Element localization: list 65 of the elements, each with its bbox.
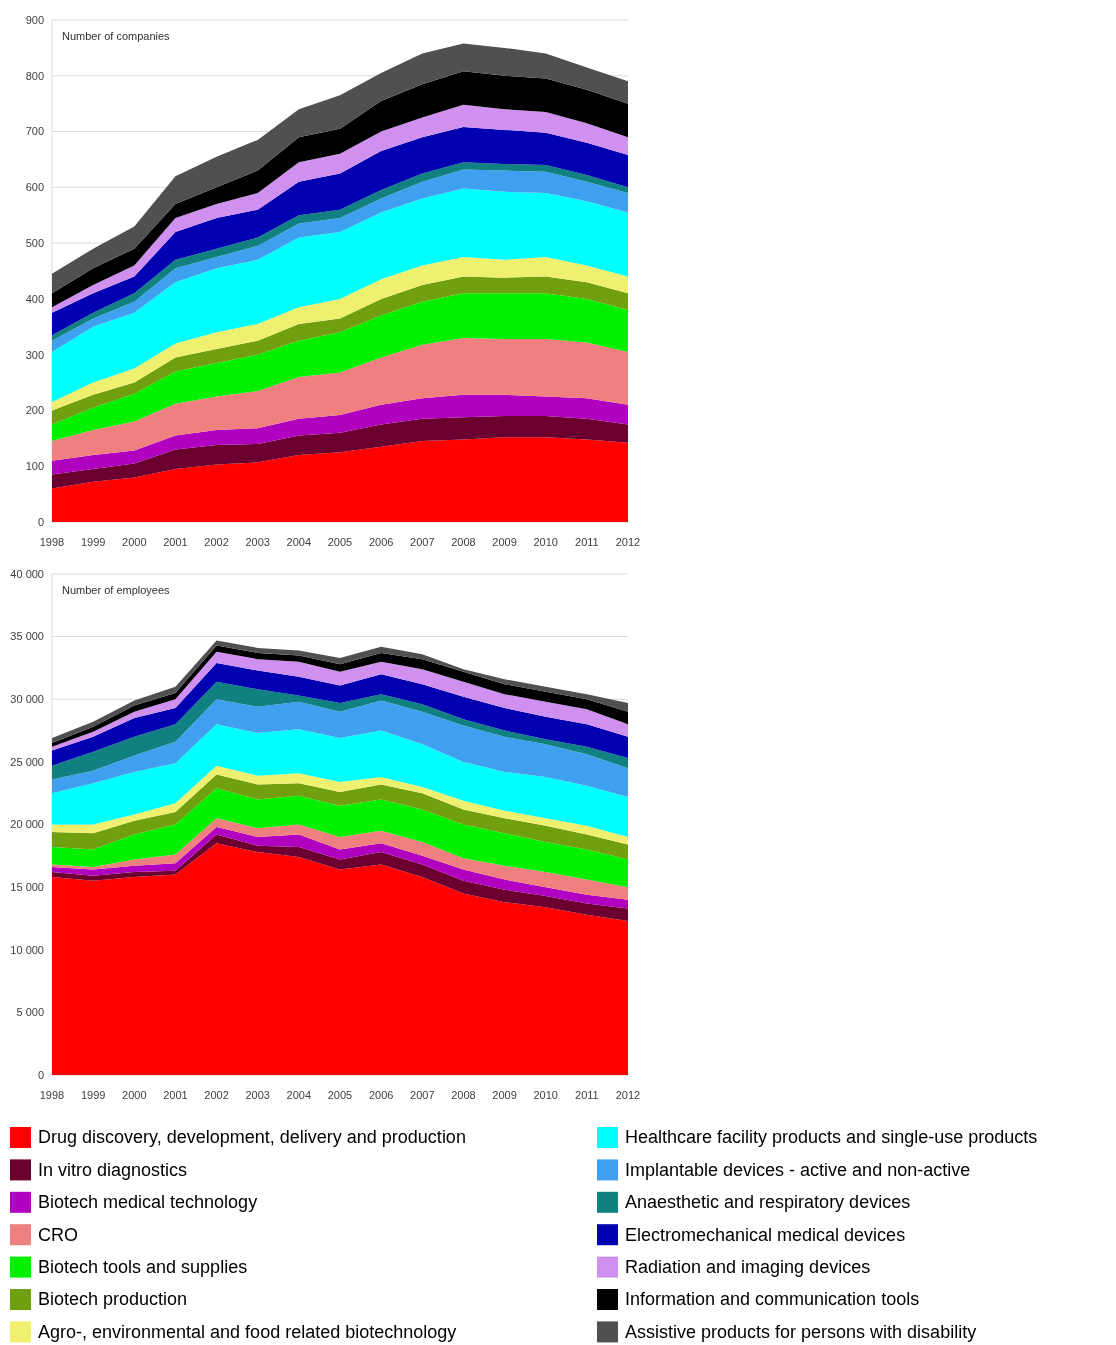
y-tick-label: 25 000: [10, 755, 44, 768]
legend-label: Biotech medical technology: [38, 1192, 258, 1213]
x-tick-label: 1999: [80, 1089, 106, 1101]
y-tick-label: 0: [37, 1068, 44, 1081]
x-tick-label: 1998: [39, 536, 65, 548]
x-tick-label: 2001: [163, 1089, 188, 1101]
x-tick-label: 2011: [575, 1089, 599, 1101]
x-tick-label: 1998: [39, 1089, 65, 1101]
x-tick-label: 2000: [122, 536, 147, 548]
y-tick-label: 800: [25, 69, 44, 82]
x-tick-label: 2004: [286, 1089, 312, 1101]
x-tick-label: 2008: [451, 1089, 476, 1101]
x-tick-label: 2012: [615, 1089, 641, 1101]
x-tick-label: 2005: [327, 1089, 353, 1101]
legend-label: Biotech tools and supplies: [38, 1256, 248, 1277]
x-tick-label: 2006: [368, 536, 394, 548]
x-tick-label: 2002: [204, 536, 229, 548]
y-tick-label: 35 000: [10, 630, 44, 643]
y-tick-label: 200: [25, 404, 44, 417]
text: Number of employees: [62, 584, 171, 596]
legend-label: Agro-, environmental and food related biotechnology: [38, 1321, 457, 1342]
x-tick-label: 2012: [615, 536, 641, 548]
y-tick-label: 400: [25, 292, 44, 305]
x-tick-label: 2003: [245, 536, 270, 548]
x-tick-label: 2008: [451, 536, 476, 548]
legend-label: Anaesthetic and respiratory devices: [625, 1192, 911, 1213]
x-tick-label: 1999: [80, 536, 106, 548]
y-tick-label: 30 000: [10, 693, 44, 706]
y-tick-label: 20 000: [10, 818, 44, 831]
y-tick-label: 15 000: [10, 880, 44, 893]
y-tick-label: 5 000: [16, 1006, 44, 1019]
x-tick-label: 2009: [492, 1089, 517, 1101]
x-tick-label: 2000: [122, 1089, 147, 1101]
x-tick-label: 2009: [492, 536, 517, 548]
x-tick-label: 2007: [410, 536, 435, 548]
legend-label: Biotech production: [38, 1289, 188, 1310]
x-tick-label: 2007: [410, 1089, 435, 1101]
x-tick-label: 2005: [327, 536, 353, 548]
legend-label: Implantable devices - active and non-active: [625, 1159, 971, 1180]
x-tick-label: 2010: [533, 1089, 558, 1101]
legend-label: Electromechanical medical devices: [625, 1224, 906, 1245]
x-tick-label: 2002: [204, 1089, 229, 1101]
legend-label: In vitro diagnostics: [38, 1159, 188, 1180]
y-tick-label: 700: [25, 125, 44, 138]
legend-label: CRO: [38, 1224, 78, 1245]
y-tick-label: 300: [25, 348, 44, 361]
x-tick-label: 2004: [286, 536, 312, 548]
x-tick-label: 2003: [245, 1089, 270, 1101]
y-tick-label: 0: [37, 515, 44, 528]
legend-label: Radiation and imaging devices: [625, 1256, 871, 1277]
y-tick-label: 900: [25, 13, 44, 26]
y-tick-label: 40 000: [10, 567, 44, 580]
x-tick-label: 2010: [533, 536, 558, 548]
legend-label: Assistive products for persons with disability: [625, 1321, 977, 1342]
legend-label: Information and communication tools: [625, 1289, 920, 1310]
legend-label: Healthcare facility products and single-use products: [625, 1127, 1038, 1148]
legend-label: Drug discovery, development, delivery and production: [38, 1127, 466, 1148]
y-tick-label: 100: [25, 460, 44, 473]
x-tick-label: 2006: [368, 1089, 394, 1101]
y-tick-label: 600: [25, 181, 44, 194]
x-tick-label: 2011: [575, 536, 599, 548]
y-tick-label: 500: [25, 236, 44, 249]
text: Number of companies: [62, 30, 171, 42]
y-tick-label: 10 000: [10, 943, 44, 956]
x-tick-label: 2001: [163, 536, 188, 548]
